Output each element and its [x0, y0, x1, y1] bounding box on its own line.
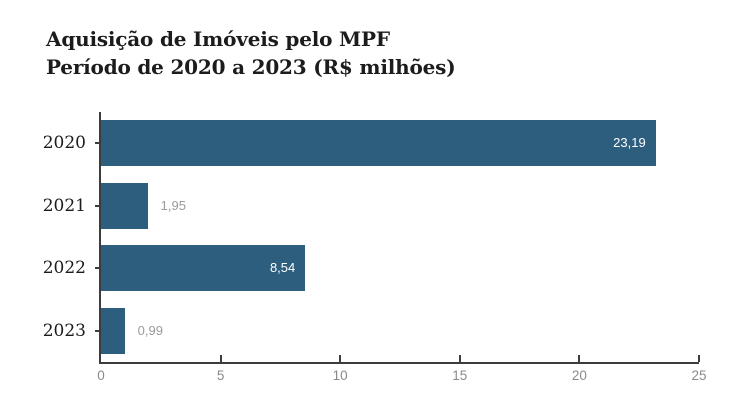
bar-row-2020: 2020 23,19	[43, 112, 699, 175]
bar-2020	[101, 120, 656, 166]
chart-title: Aquisição de Imóveis pelo MPF Período de…	[46, 25, 456, 81]
y-axis-tick-2021	[95, 204, 99, 207]
x-axis-tick-label-10: 10	[332, 368, 348, 383]
bar-row-2023: 2023 0,99	[43, 300, 699, 363]
x-axis-tick-label-0: 0	[97, 368, 105, 383]
x-axis-tick-label-25: 25	[691, 368, 707, 383]
bar-2023	[101, 307, 125, 354]
x-axis-tick-label-15: 15	[452, 368, 468, 383]
x-axis-tick-label-5: 5	[216, 368, 225, 383]
bar-2022	[101, 245, 306, 291]
value-label-2021: 1,95	[160, 197, 186, 213]
y-axis-tick-2022	[95, 267, 99, 270]
chart-title-line1: Aquisição de Imóveis pelo MPF	[46, 27, 390, 51]
bar-chart-plot-area: 2020 23,19 2021 1,95 2022 8,54 2023 0,99 0 5 10 15 2…	[43, 112, 707, 383]
y-axis-tick-2023	[95, 329, 99, 332]
chart-title-line2: Período de 2020 a 2023 (R$ milhões)	[46, 55, 456, 79]
value-label-2023: 0,99	[137, 322, 163, 338]
x-axis-tick-15	[458, 355, 461, 362]
bar-row-2021: 2021 1,95	[43, 175, 699, 238]
x-axis-tick-20	[578, 355, 581, 362]
category-label-2023: 2023	[42, 320, 86, 341]
x-axis-tick-5	[219, 355, 222, 362]
category-label-2020: 2020	[42, 133, 86, 153]
bar-row-2022: 2022 8,54	[43, 237, 699, 300]
value-label-2022: 8,54	[269, 260, 296, 275]
x-axis-tick-label-20: 20	[571, 368, 587, 383]
y-axis-tick-2020	[95, 142, 99, 145]
category-label-2021: 2021	[42, 195, 86, 216]
x-axis-tick-25	[698, 355, 700, 362]
category-label-2022: 2022	[42, 258, 86, 278]
value-label-2020: 23,19	[613, 135, 646, 150]
bar-2021	[101, 182, 148, 229]
x-axis-tick-10	[339, 355, 342, 362]
